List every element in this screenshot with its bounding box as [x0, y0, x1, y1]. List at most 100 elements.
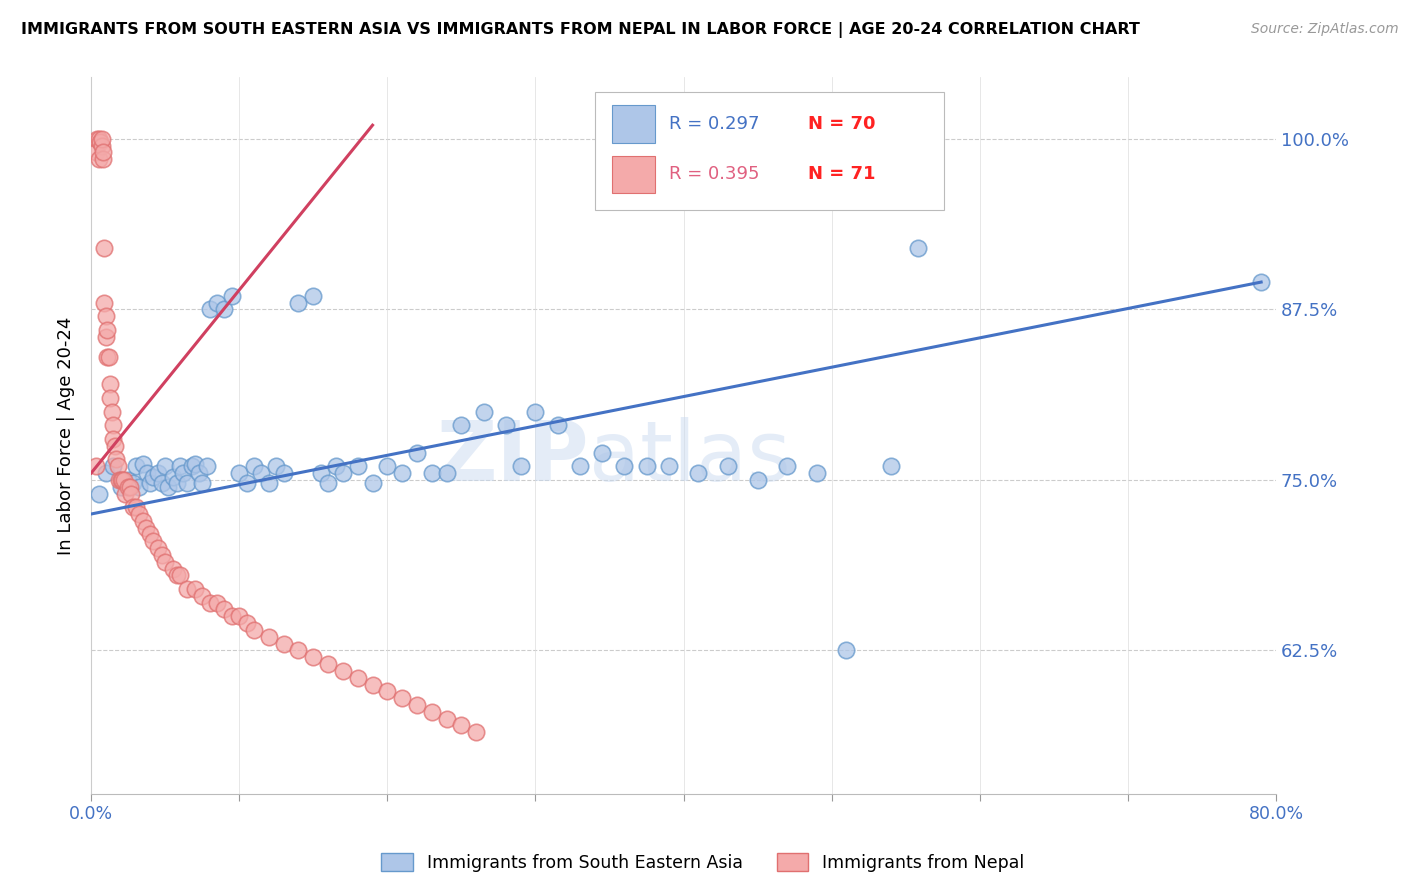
Point [91, 145, 114, 160]
Point [184, 582, 207, 596]
Point [91, 153, 114, 167]
Point [172, 466, 194, 480]
Point [100, 377, 122, 392]
Point [89, 135, 111, 149]
Point [495, 418, 517, 433]
Point [205, 295, 228, 310]
Point [111, 473, 134, 487]
Point [436, 466, 458, 480]
Point [132, 457, 155, 471]
Point [377, 684, 399, 698]
Point [132, 514, 155, 528]
Text: atlas: atlas [589, 417, 790, 498]
Point [146, 541, 169, 555]
Point [117, 473, 139, 487]
Point [142, 470, 165, 484]
Point [86, 132, 108, 146]
Point [214, 302, 236, 317]
Point [118, 480, 141, 494]
Point [257, 630, 280, 644]
Point [221, 289, 243, 303]
Point [87, 153, 110, 167]
Point [128, 507, 150, 521]
Point [96, 350, 118, 364]
Point [90, 132, 112, 146]
Point [450, 418, 472, 433]
Point [228, 466, 250, 480]
Point [166, 568, 188, 582]
Point [93, 241, 115, 255]
Point [101, 405, 124, 419]
Point [110, 473, 132, 487]
Point [273, 637, 295, 651]
Point [94, 329, 117, 343]
Point [235, 475, 257, 490]
Point [1250, 275, 1272, 289]
Point [121, 500, 143, 515]
Point [136, 466, 159, 480]
Point [166, 475, 188, 490]
Point [103, 432, 125, 446]
Point [169, 459, 191, 474]
Point [84, 145, 107, 160]
Point [509, 459, 531, 474]
Point [776, 459, 799, 474]
Y-axis label: In Labor Force | Age 20-24: In Labor Force | Age 20-24 [58, 317, 75, 555]
Point [243, 459, 266, 474]
Point [195, 459, 218, 474]
Text: N = 71: N = 71 [808, 165, 876, 183]
Point [176, 475, 198, 490]
Point [105, 452, 128, 467]
Point [406, 698, 429, 712]
Point [135, 521, 157, 535]
Point [104, 439, 127, 453]
Point [150, 475, 173, 490]
Point [377, 459, 399, 474]
Point [325, 459, 347, 474]
Point [150, 548, 173, 562]
Point [84, 459, 107, 474]
Point [361, 475, 384, 490]
Point [110, 480, 132, 494]
Point [97, 350, 120, 364]
Point [228, 609, 250, 624]
Point [524, 405, 547, 419]
Point [198, 302, 221, 317]
Point [835, 643, 858, 657]
Point [302, 289, 325, 303]
Point [93, 295, 115, 310]
Point [180, 459, 202, 474]
Point [332, 664, 354, 678]
Point [309, 466, 332, 480]
Point [436, 712, 458, 726]
Point [658, 459, 681, 474]
Point [87, 132, 110, 146]
Point [191, 475, 214, 490]
Point [747, 473, 769, 487]
Point [880, 459, 903, 474]
Point [316, 657, 339, 671]
Point [176, 582, 198, 596]
Point [96, 323, 118, 337]
Point [465, 725, 488, 739]
Point [117, 480, 139, 494]
Point [90, 138, 112, 153]
Point [688, 466, 710, 480]
Point [420, 466, 443, 480]
Point [124, 500, 146, 515]
Point [287, 295, 309, 310]
Point [636, 459, 658, 474]
Point [87, 486, 110, 500]
Point [139, 475, 162, 490]
Point [287, 643, 309, 657]
Point [205, 596, 228, 610]
Point [613, 459, 636, 474]
Text: N = 70: N = 70 [808, 115, 876, 133]
Point [332, 466, 354, 480]
Point [316, 475, 339, 490]
Point [198, 596, 221, 610]
Point [806, 466, 828, 480]
Point [907, 241, 929, 255]
Point [472, 405, 495, 419]
Point [103, 418, 125, 433]
